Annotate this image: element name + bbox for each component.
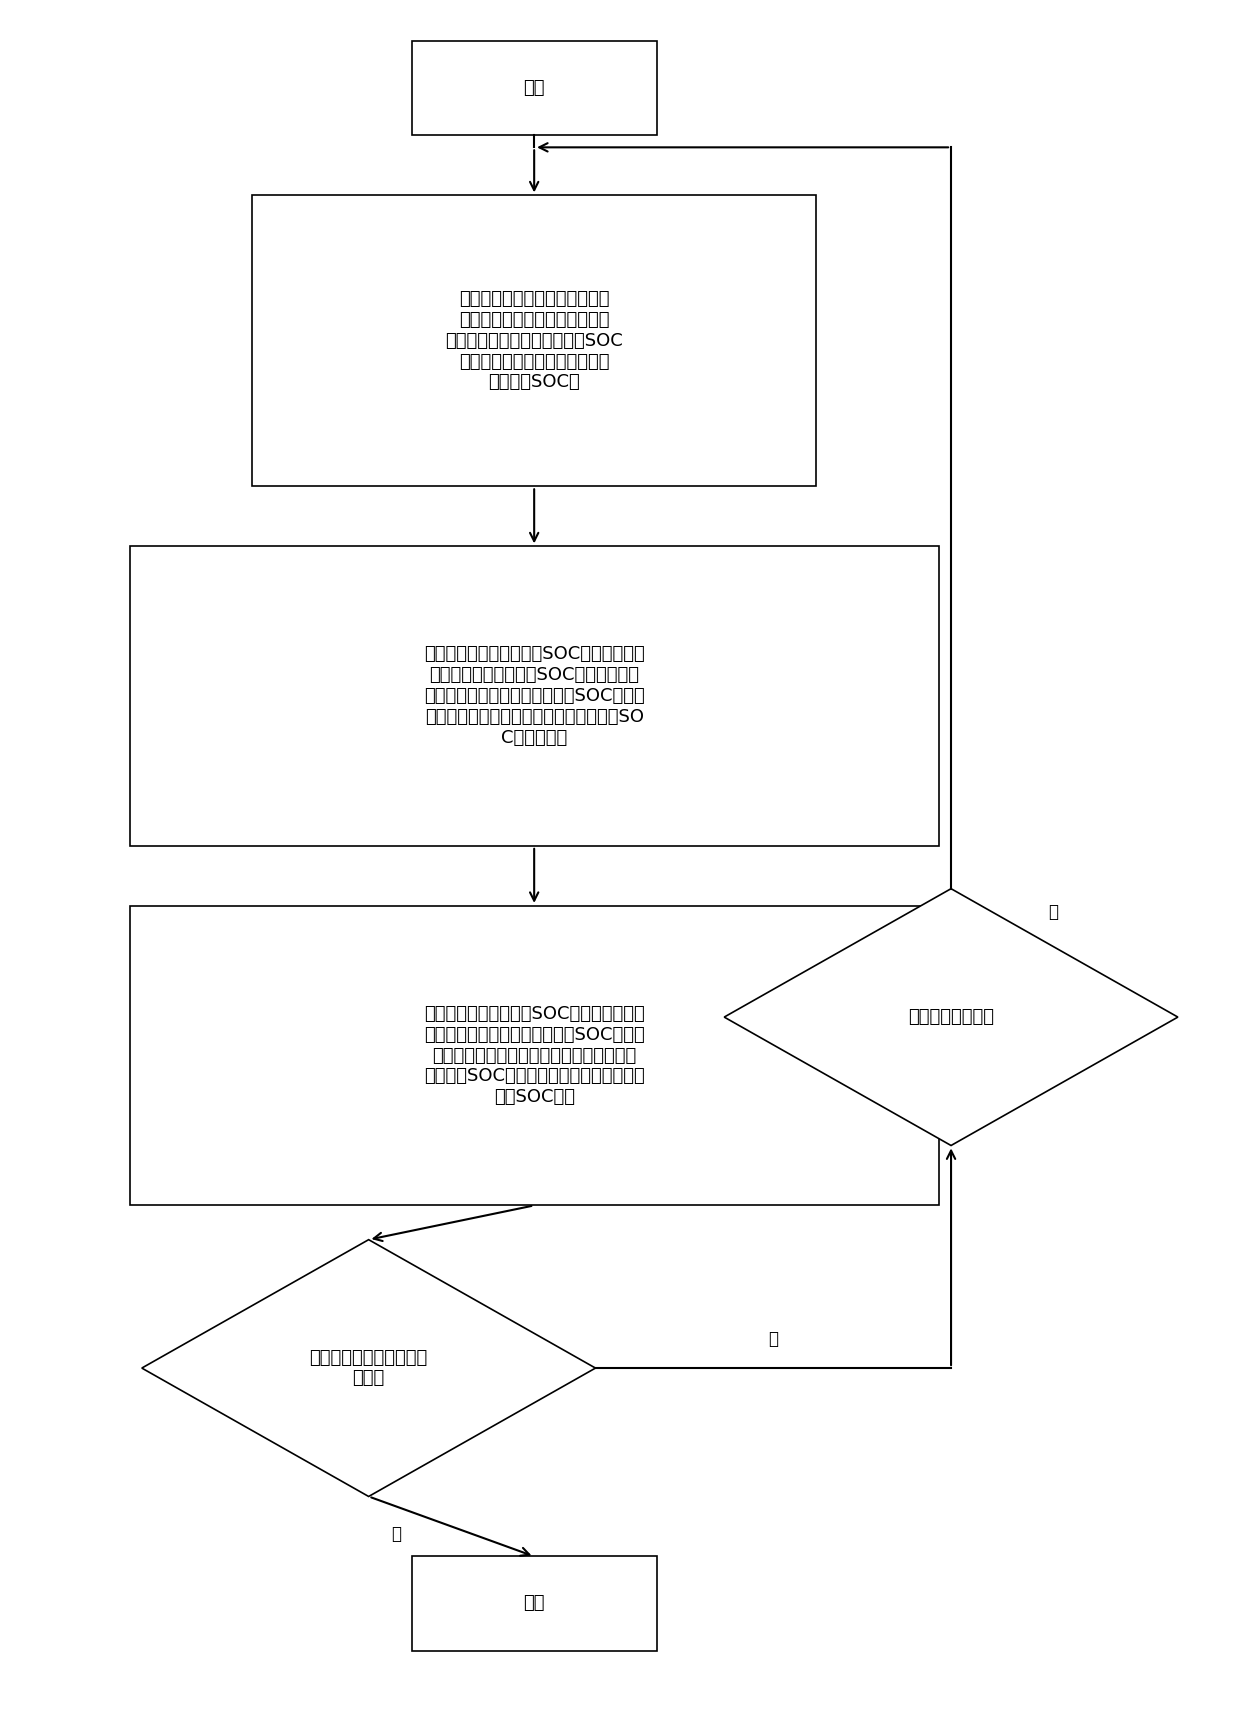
- Text: 结束: 结束: [523, 1595, 544, 1612]
- FancyBboxPatch shape: [412, 41, 657, 135]
- Polygon shape: [141, 1239, 595, 1496]
- FancyBboxPatch shape: [252, 195, 816, 487]
- Text: 是: 是: [1048, 903, 1058, 920]
- Text: 判断当前时刻是否为最后
一时刻: 判断当前时刻是否为最后 一时刻: [310, 1348, 428, 1388]
- Text: 求出除当前时刻最小的SOC值对应的电池包
之外其他所有电池包当前时刻的SOC相对值
的平均值，将上述求取到的平均值与当前时
刻最小的SOC值相加后即得到电池组当: 求出除当前时刻最小的SOC值对应的电池包 之外其他所有电池包当前时刻的SOC相对…: [424, 1005, 645, 1106]
- Text: 将每个电池包当前时刻的SOC值进行比较，
获取到当前时刻最小的SOC值，然后以此
为标准，对除该当前时刻最小的SOC值对应
的电池包之外的其他各电池包当前时刻的: 将每个电池包当前时刻的SOC值进行比较， 获取到当前时刻最小的SOC值，然后以此…: [424, 646, 645, 747]
- Text: 下一时刻是否到来: 下一时刻是否到来: [908, 1008, 994, 1025]
- FancyBboxPatch shape: [412, 1557, 657, 1650]
- FancyBboxPatch shape: [129, 906, 939, 1205]
- Text: 否: 否: [769, 1329, 779, 1348]
- Text: 开始: 开始: [523, 79, 544, 97]
- Polygon shape: [724, 889, 1178, 1146]
- FancyBboxPatch shape: [129, 545, 939, 846]
- Text: 电池包连接上负载后，实时的获
取电池包当前时刻的开路电压，
然后通过电池包的开路电压和SOC
之间的关系表获取到该电池包当
前时刻的SOC值: 电池包连接上负载后，实时的获 取电池包当前时刻的开路电压， 然后通过电池包的开路…: [445, 290, 622, 392]
- Text: 是: 是: [391, 1526, 401, 1543]
